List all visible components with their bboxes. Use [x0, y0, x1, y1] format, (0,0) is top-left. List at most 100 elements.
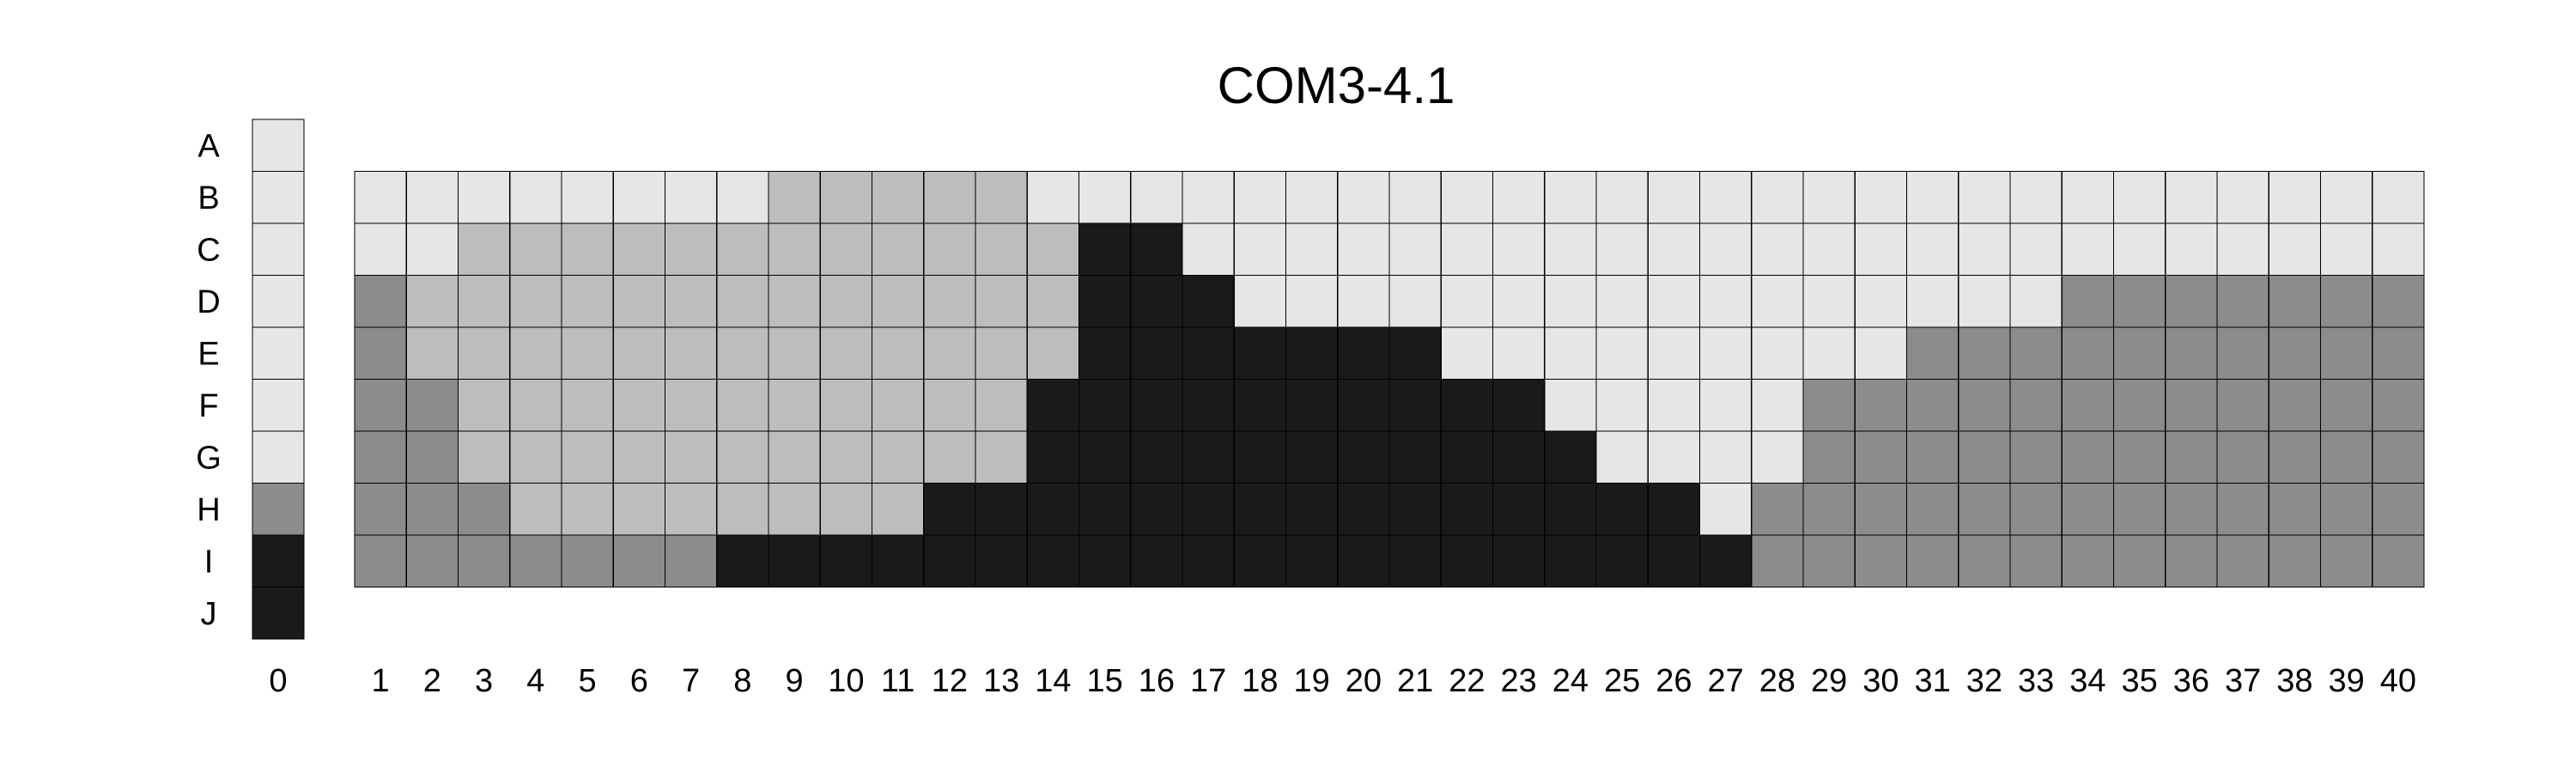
heatmap-cell-e-20: [1337, 326, 1390, 380]
heatmap-cell-h-3: [457, 482, 511, 536]
heatmap-cell-i-17: [1182, 534, 1235, 588]
heatmap-cell-f-17: [1182, 378, 1235, 432]
column-label-17: 17: [1190, 663, 1226, 699]
column-label-15: 15: [1086, 663, 1122, 699]
column-label-2: 2: [423, 663, 441, 699]
heatmap-cell-h-33: [2009, 482, 2063, 536]
heatmap-cell-f-15: [1078, 378, 1132, 432]
heatmap-cell-d-40: [2372, 274, 2425, 328]
heatmap-cell-f-30: [1854, 378, 1908, 432]
heatmap-cell-f-7: [664, 378, 718, 432]
heatmap-cell-h-26: [1647, 482, 1701, 536]
heatmap-cell-h-31: [1905, 482, 1959, 536]
heatmap-cell-g-28: [1751, 430, 1804, 484]
row-label-c: C: [197, 232, 220, 268]
heatmap-cell-f-20: [1337, 378, 1390, 432]
heatmap-cell-f-34: [2061, 378, 2115, 432]
heatmap-cell-i-3: [457, 534, 511, 588]
heatmap-cell-i-9: [768, 534, 821, 588]
column-label-20: 20: [1346, 663, 1382, 699]
heatmap-cell-f-29: [1802, 378, 1856, 432]
heatmap-cell-b-19: [1285, 170, 1339, 224]
heatmap-cell-h-5: [561, 482, 614, 536]
heatmap-cell-e-22: [1440, 326, 1494, 380]
heatmap-cell-e-18: [1233, 326, 1287, 380]
heatmap-cell-g-30: [1854, 430, 1908, 484]
heatmap-cell-f-8: [716, 378, 769, 432]
heatmap-cell-g-14: [1026, 430, 1080, 484]
heatmap-cell-e-8: [716, 326, 769, 380]
column-label-37: 37: [2225, 663, 2261, 699]
heatmap-cell-i-35: [2112, 534, 2166, 588]
heatmap-cell-c-16: [1130, 222, 1183, 277]
heatmap-cell-i-37: [2216, 534, 2269, 588]
heatmap-cell-b-3: [457, 170, 511, 224]
heatmap-cell-h-18: [1233, 482, 1287, 536]
heatmap-cell-f-16: [1130, 378, 1183, 432]
heatmap-cell-g-7: [664, 430, 718, 484]
heatmap-cell-h-35: [2112, 482, 2166, 536]
heatmap-cell-c-1: [354, 222, 407, 277]
heatmap-cell-b-39: [2319, 170, 2373, 224]
heatmap-cell-b-29: [1802, 170, 1856, 224]
heatmap-cell-i-11: [871, 534, 925, 588]
heatmap-cell-f-39: [2319, 378, 2373, 432]
reference-cell-e: [252, 326, 305, 380]
heatmap-cell-g-40: [2372, 430, 2425, 484]
heatmap-cell-d-33: [2009, 274, 2063, 328]
heatmap-cell-f-9: [768, 378, 821, 432]
heatmap-cell-h-30: [1854, 482, 1908, 536]
heatmap-cell-b-35: [2112, 170, 2166, 224]
heatmap-cell-c-24: [1544, 222, 1597, 277]
heatmap-cell-i-16: [1130, 534, 1183, 588]
column-labels: 0 1 2 3 4 5 6 7 8 9 10 11 12 13 14 15 16 17 18 19 20 21 22 23 24…: [269, 663, 2416, 699]
heatmap-cell-i-22: [1440, 534, 1494, 588]
heatmap-cell-h-21: [1388, 482, 1442, 536]
heatmap-cell-g-6: [612, 430, 666, 484]
column-label-25: 25: [1604, 663, 1640, 699]
heatmap-cell-i-29: [1802, 534, 1856, 588]
heatmap-cell-c-30: [1854, 222, 1908, 277]
heatmap-cell-i-20: [1337, 534, 1390, 588]
heatmap-cell-c-11: [871, 222, 925, 277]
row-label-a: A: [197, 128, 220, 164]
heatmap-cell-g-18: [1233, 430, 1287, 484]
heatmap-cell-d-1: [354, 274, 407, 328]
heatmap-cell-e-21: [1388, 326, 1442, 380]
heatmap-cell-g-38: [2268, 430, 2322, 484]
heatmap-grid: [354, 170, 2425, 588]
heatmap-cell-c-17: [1182, 222, 1235, 277]
chart-title: COM3-4.1: [1218, 57, 1455, 114]
heatmap-cell-e-15: [1078, 326, 1132, 380]
heatmap-cell-h-1: [354, 482, 407, 536]
heatmap-cell-f-26: [1647, 378, 1701, 432]
heatmap-cell-d-13: [975, 274, 1028, 328]
heatmap-cell-f-11: [871, 378, 925, 432]
heatmap-cell-c-33: [2009, 222, 2063, 277]
heatmap-cell-d-34: [2061, 274, 2115, 328]
column-label-34: 34: [2069, 663, 2105, 699]
heatmap-cell-c-23: [1492, 222, 1546, 277]
heatmap-cell-d-17: [1182, 274, 1235, 328]
heatmap-cell-h-15: [1078, 482, 1132, 536]
heatmap-cell-g-15: [1078, 430, 1132, 484]
heatmap-cell-e-27: [1698, 326, 1753, 380]
reference-cell-b: [252, 170, 305, 224]
heatmap-cell-h-7: [664, 482, 718, 536]
heatmap-cell-c-15: [1078, 222, 1132, 277]
heatmap-cell-c-12: [923, 222, 976, 277]
heatmap-cell-c-18: [1233, 222, 1287, 277]
heatmap-cell-h-12: [923, 482, 976, 536]
reference-cell-f: [252, 378, 305, 432]
heatmap-cell-e-31: [1905, 326, 1959, 380]
heatmap-cell-f-27: [1698, 378, 1753, 432]
heatmap-cell-b-25: [1595, 170, 1649, 224]
heatmap-cell-i-30: [1854, 534, 1908, 588]
heatmap-cell-c-6: [612, 222, 666, 277]
heatmap-cell-c-38: [2268, 222, 2322, 277]
column-label-7: 7: [682, 663, 700, 699]
heatmap-cell-b-7: [664, 170, 718, 224]
heatmap-cell-g-36: [2165, 430, 2218, 484]
heatmap-cell-f-1: [354, 378, 407, 432]
heatmap-cell-f-37: [2216, 378, 2269, 432]
